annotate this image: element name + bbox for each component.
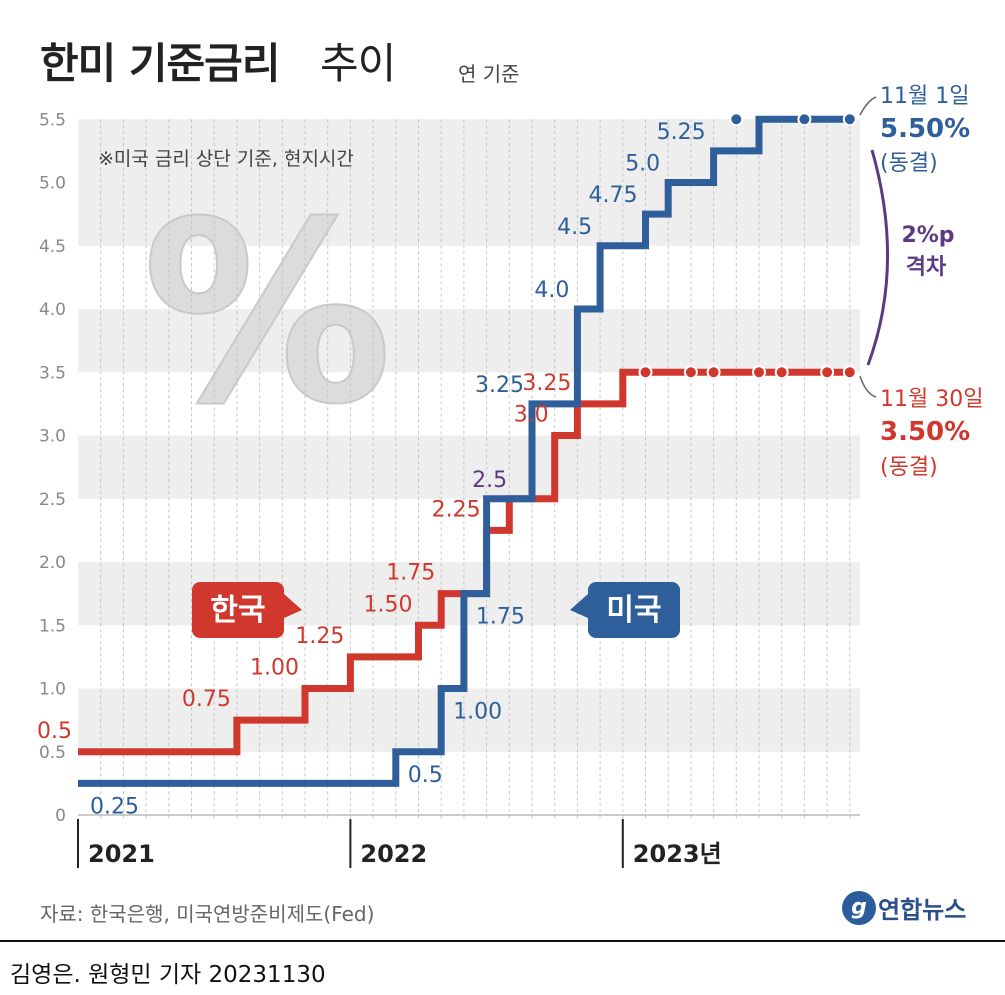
data-label-korea: 3.25 [522,371,571,396]
us-end-status: (동결) [880,151,938,176]
hold-marker [706,365,721,380]
source-text: 자료: 한국은행, 미국연방준비제도(Fed) [40,902,375,926]
korea-end-connector [859,375,877,398]
data-label-us: 5.25 [657,120,706,145]
data-label-korea: 3.0 [514,403,549,428]
hold-marker [638,365,653,380]
gap-bracket [866,149,890,366]
hold-marker [752,365,766,380]
korea-end-value: 3.50% [880,417,970,447]
hold-marker [797,112,812,127]
yonhap-logo: g 연합뉴스 [842,890,966,925]
grid-band [78,309,860,373]
y-tick-label: 5.0 [39,174,66,194]
y-tick-label: 5.5 [39,110,66,130]
yonhap-logo-text: 연합뉴스 [878,896,967,924]
korea-end-date: 11월 30일 [880,387,983,412]
hold-marker [842,365,857,380]
data-label-us: 4.0 [534,278,569,303]
data-label-korea: 1.00 [250,656,299,681]
grid-band [78,688,860,752]
y-tick-label: 3.0 [39,427,66,447]
y-tick-label: 3.5 [39,363,66,383]
hold-marker [729,112,744,127]
yonhap-logo-icon: g [842,890,876,925]
data-label-us: 0.25 [90,794,139,819]
y-tick-label: 2.0 [39,553,66,573]
hold-marker [683,365,698,380]
us-end-value: 5.50% [880,114,970,144]
unit-label: 연 기준 [458,62,520,86]
hold-marker [774,365,789,380]
x-tick-label: 2023년 [633,840,722,868]
hold-marker [842,112,857,127]
data-label-us: 1.75 [476,605,525,630]
data-label-us: 4.75 [589,183,638,208]
data-label-korea: 1.50 [364,592,413,617]
y-tick-label: 0.5 [39,743,66,763]
data-label-korea: 0.75 [182,687,231,712]
us-tag-label: 미국 [606,593,661,628]
chart-note: ※미국 금리 상단 기준, 현지시간 [98,148,354,170]
gap-label-line1: 2%p [901,223,954,248]
data-label-shared: 2.5 [472,468,507,493]
x-tick-label: 2021 [88,840,155,868]
data-label-korea: 1.75 [386,561,435,586]
us-end-connector [859,96,877,116]
data-label-us: 0.5 [408,763,443,788]
y-tick-label: 4.0 [39,300,66,320]
y-tick-label: 1.0 [39,680,66,700]
data-label-us: 1.00 [453,700,502,725]
footer-divider [0,940,1005,942]
grid-band [78,435,860,499]
korea-tag: 한국 [192,582,302,638]
chart-subtitle: 추이 [320,39,396,88]
korea-tag-label: 한국 [210,593,265,628]
data-label-us: 4.5 [557,215,592,240]
y-tick-label: 4.5 [39,237,66,257]
y-tick-label: 0 [55,806,66,826]
byline: 김영은. 원형민 기자 20231130 [10,962,326,988]
data-label-korea: 1.25 [295,624,344,649]
y-tick-label: 1.5 [39,616,66,636]
us-tag: 미국 [570,582,680,638]
korea-end-status: (동결) [880,455,938,480]
gap-label-line2: 격차 [906,255,947,280]
grid-band [78,182,860,246]
data-label-korea: 0.5 [37,719,72,744]
y-tick-label: 2.5 [39,490,66,510]
hold-marker [820,365,835,380]
data-label-us: 3.25 [475,373,524,398]
data-label-korea: 2.25 [432,497,481,522]
series-line-us [78,115,850,787]
x-tick-label: 2022 [360,840,427,868]
data-label-us: 5.0 [625,152,660,177]
percent-decoration: % [142,168,393,459]
chart-title: 한미 기준금리 [40,39,280,88]
us-end-date: 11월 1일 [880,84,969,109]
